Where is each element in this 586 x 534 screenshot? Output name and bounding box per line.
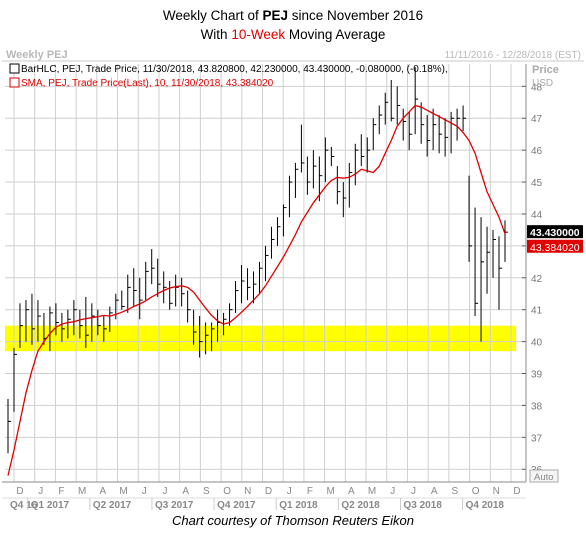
month-label: D: [265, 486, 272, 497]
month-label: M: [78, 486, 86, 497]
legend-entry: BarHLC, PEJ, Trade Price, 11/30/2018, 43…: [21, 64, 448, 75]
legend-entry: SMA, PEJ, Trade Price(Last), 10, 11/30/2…: [21, 78, 274, 89]
month-label: A: [348, 486, 355, 497]
month-label: N: [244, 486, 251, 497]
panel-title: Weekly PEJ: [6, 49, 68, 61]
quarter-label: Q3 2018: [403, 500, 442, 511]
last-price-box: [527, 225, 583, 239]
subtitle-suffix: Moving Average: [285, 27, 386, 42]
legend-swatch: [9, 77, 20, 88]
y-tick-label: 45: [531, 178, 543, 189]
y-tick-label: 37: [531, 433, 543, 444]
y-tick-label: 40: [531, 338, 543, 349]
month-label: M: [326, 486, 334, 497]
quarter-label: Q4 2018: [466, 500, 505, 511]
auto-scale-label: Auto: [534, 472, 554, 483]
title-prefix: Weekly Chart of: [162, 8, 263, 23]
quarter-label: Q4 16: [10, 500, 38, 511]
sma-line: [7, 104, 506, 476]
subtitle-highlight: 10-Week: [231, 27, 286, 42]
last-price-label: 43.430000: [530, 227, 580, 239]
month-label: A: [182, 486, 189, 497]
y-tick-label: 38: [531, 401, 543, 412]
month-label: S: [203, 486, 210, 497]
y-tick-label: 39: [531, 370, 543, 381]
quarter-label: Q1 2017: [31, 500, 70, 511]
chart-legend: BarHLC, PEJ, Trade Price, 11/30/2018, 43…: [9, 63, 448, 89]
month-label: J: [390, 486, 395, 497]
support-zone-band: [5, 325, 516, 352]
quarter-label: Q2 2018: [341, 500, 380, 511]
chart-subtitle: With 10-Week Moving Average: [0, 27, 586, 42]
month-label: J: [38, 486, 43, 497]
month-label: J: [287, 486, 292, 497]
quarter-label: Q1 2018: [279, 500, 318, 511]
month-label: M: [119, 486, 127, 497]
month-label: N: [493, 486, 500, 497]
y-tick-label: 41: [531, 306, 543, 317]
price-axis-title: Price: [532, 64, 559, 76]
chart-title: Weekly Chart of PEJ since November 2016: [0, 8, 586, 23]
y-tick-label: 42: [531, 274, 543, 285]
title-ticker: PEJ: [262, 8, 288, 23]
y-tick-label: 47: [531, 114, 543, 125]
sma-price-label: 43.384020: [530, 242, 580, 254]
month-label: M: [368, 486, 376, 497]
month-label: D: [513, 486, 520, 497]
month-label: J: [411, 486, 416, 497]
title-suffix: since November 2016: [288, 8, 424, 23]
quarter-label: Q2 2017: [93, 500, 132, 511]
chart-caption: Chart courtesy of Thomson Reuters Eikon: [171, 513, 415, 528]
y-tick-label: 48: [531, 82, 543, 93]
quarter-label: Q3 2017: [155, 500, 194, 511]
month-label: J: [162, 486, 167, 497]
date-range: 11/11/2016 - 12/28/2018 (EST): [445, 50, 581, 61]
month-label: S: [452, 486, 459, 497]
sma-price-box: [527, 239, 583, 253]
month-label: D: [16, 486, 23, 497]
month-label: F: [307, 486, 313, 497]
price-axis-unit: USD: [532, 78, 553, 89]
month-label: O: [472, 486, 480, 497]
subtitle-prefix: With: [200, 27, 232, 42]
month-label: F: [58, 486, 64, 497]
quarter-label: Q4 2017: [217, 500, 256, 511]
month-label: A: [99, 486, 106, 497]
legend-swatch: [9, 63, 20, 74]
y-tick-label: 44: [531, 210, 543, 221]
y-tick-label: 46: [531, 146, 543, 157]
month-label: J: [142, 486, 147, 497]
month-label: A: [431, 486, 438, 497]
month-label: O: [223, 486, 231, 497]
auto-scale-box: [529, 469, 559, 483]
